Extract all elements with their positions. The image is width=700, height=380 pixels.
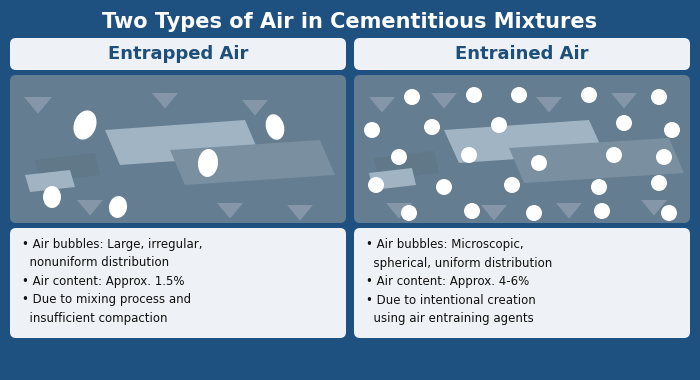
Ellipse shape bbox=[424, 119, 440, 135]
Ellipse shape bbox=[198, 149, 218, 177]
Polygon shape bbox=[536, 97, 562, 112]
Ellipse shape bbox=[364, 122, 380, 138]
Text: • Air bubbles: Large, irregular,
  nonuniform distribution
• Air content: Approx: • Air bubbles: Large, irregular, nonunif… bbox=[22, 238, 202, 325]
FancyBboxPatch shape bbox=[10, 38, 346, 70]
Ellipse shape bbox=[391, 149, 407, 165]
Text: Entrained Air: Entrained Air bbox=[455, 45, 589, 63]
Polygon shape bbox=[25, 170, 75, 192]
Polygon shape bbox=[77, 200, 103, 215]
Ellipse shape bbox=[43, 186, 61, 208]
FancyBboxPatch shape bbox=[354, 38, 690, 70]
Ellipse shape bbox=[531, 155, 547, 171]
Ellipse shape bbox=[661, 205, 677, 221]
Ellipse shape bbox=[466, 87, 482, 103]
Ellipse shape bbox=[594, 203, 610, 219]
Ellipse shape bbox=[74, 111, 97, 139]
Ellipse shape bbox=[436, 179, 452, 195]
Polygon shape bbox=[369, 97, 395, 112]
Polygon shape bbox=[509, 138, 684, 183]
Ellipse shape bbox=[461, 147, 477, 163]
Ellipse shape bbox=[404, 89, 420, 105]
Polygon shape bbox=[556, 203, 582, 218]
Polygon shape bbox=[386, 203, 412, 218]
Ellipse shape bbox=[651, 89, 667, 105]
FancyBboxPatch shape bbox=[354, 228, 690, 338]
Text: Two Types of Air in Cementitious Mixtures: Two Types of Air in Cementitious Mixture… bbox=[102, 12, 598, 32]
Ellipse shape bbox=[511, 87, 527, 103]
Polygon shape bbox=[170, 140, 335, 185]
Polygon shape bbox=[217, 203, 243, 218]
Ellipse shape bbox=[109, 196, 127, 218]
Polygon shape bbox=[242, 100, 268, 116]
Ellipse shape bbox=[581, 87, 597, 103]
Polygon shape bbox=[369, 168, 416, 190]
Ellipse shape bbox=[368, 177, 384, 193]
Polygon shape bbox=[374, 151, 439, 180]
Text: • Air bubbles: Microscopic,
  spherical, uniform distribution
• Air content: App: • Air bubbles: Microscopic, spherical, u… bbox=[366, 238, 552, 325]
Polygon shape bbox=[35, 153, 100, 182]
Ellipse shape bbox=[504, 177, 520, 193]
FancyBboxPatch shape bbox=[10, 228, 346, 338]
Text: Entrapped Air: Entrapped Air bbox=[108, 45, 248, 63]
Ellipse shape bbox=[401, 205, 417, 221]
Polygon shape bbox=[431, 93, 457, 109]
FancyBboxPatch shape bbox=[10, 75, 346, 223]
Polygon shape bbox=[481, 205, 507, 221]
Polygon shape bbox=[105, 120, 260, 165]
Polygon shape bbox=[152, 93, 178, 109]
Ellipse shape bbox=[591, 179, 607, 195]
Ellipse shape bbox=[491, 117, 507, 133]
Polygon shape bbox=[24, 97, 52, 114]
Ellipse shape bbox=[656, 149, 672, 165]
Ellipse shape bbox=[651, 175, 667, 191]
Polygon shape bbox=[444, 120, 604, 163]
Polygon shape bbox=[287, 205, 313, 221]
Ellipse shape bbox=[464, 203, 480, 219]
FancyBboxPatch shape bbox=[354, 75, 690, 223]
Ellipse shape bbox=[664, 122, 680, 138]
Ellipse shape bbox=[266, 114, 284, 140]
Ellipse shape bbox=[606, 147, 622, 163]
Polygon shape bbox=[611, 93, 637, 109]
Ellipse shape bbox=[616, 115, 632, 131]
Polygon shape bbox=[641, 200, 667, 215]
Ellipse shape bbox=[526, 205, 542, 221]
